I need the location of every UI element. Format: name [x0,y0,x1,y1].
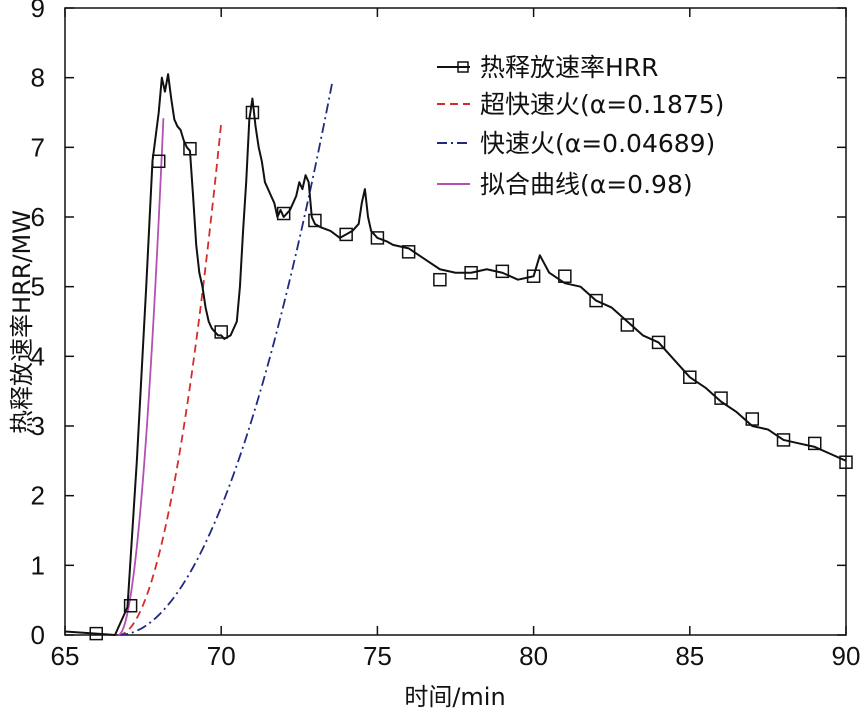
hrr-marker [558,269,572,283]
curve-series-2 [118,83,333,636]
legend-label-fit: 拟合曲线(α=0.98) [480,170,693,199]
hrr-series-line [64,73,847,636]
hrr-marker [214,325,228,339]
hrr-marker [589,293,603,308]
y-tick-label: 7 [31,132,45,162]
hrr-marker [683,370,697,384]
hrr-marker [495,264,510,279]
legend-marker-hrr [457,61,469,73]
hrr-marker [745,412,760,426]
hrr-marker [123,598,138,613]
hrr-marker [245,105,260,120]
plot-frame [64,7,847,636]
hrr-marker [620,318,635,332]
legend: 热释放速率HRR 超快速火(α=0.1875) 快速火(α=0.04689) 拟… [437,53,724,199]
y-tick-label: 9 [31,0,45,23]
legend-label-fast: 快速火(α=0.04689) [480,129,715,158]
hrr-marker [401,245,416,259]
legend-label-ultrafast: 超快速火(α=0.1875) [480,90,724,119]
x-tick-label: 80 [519,641,548,671]
x-tick-label: 90 [832,641,861,671]
hrr-marker [308,213,322,228]
x-tick-label: 85 [675,641,704,671]
hrr-marker [839,455,853,469]
hrr-marker [339,227,353,242]
hrr-marker [464,265,478,280]
hrr-marker [526,269,541,283]
hrr-marker [808,436,822,451]
hrr-marker [651,335,666,350]
y-tick-label: 3 [31,411,45,441]
y-axis-title: 热释放速率HRR/MW [8,210,36,434]
curve-series-3 [118,118,165,636]
x-axis-title: 时间/min [404,683,505,711]
hrr-marker [714,391,728,405]
y-tick-label: 2 [31,481,45,511]
axis-ticks: 65 70 75 80 85 90 0 1 2 3 4 5 6 7 8 9 [31,0,861,671]
hrr-marker [276,206,291,221]
legend-label-hrr: 热释放速率HRR [480,53,659,82]
x-tick-label: 70 [207,641,236,671]
hrr-marker [89,626,103,641]
curve-series-1 [118,122,223,636]
x-tick-label: 65 [51,641,80,671]
y-tick-label: 0 [31,620,45,650]
y-tick-label: 8 [31,63,45,93]
y-tick-label: 6 [31,202,45,232]
hrr-marker [776,433,791,447]
hrr-marker [433,272,447,287]
y-tick-label: 4 [31,341,45,371]
series-layer [64,73,853,641]
hrr-marker [151,154,166,169]
y-tick-label: 5 [31,272,45,302]
hrr-marker [370,231,385,245]
hrr-marker [183,141,197,156]
y-tick-label: 1 [31,550,45,580]
x-tick-label: 75 [363,641,392,671]
